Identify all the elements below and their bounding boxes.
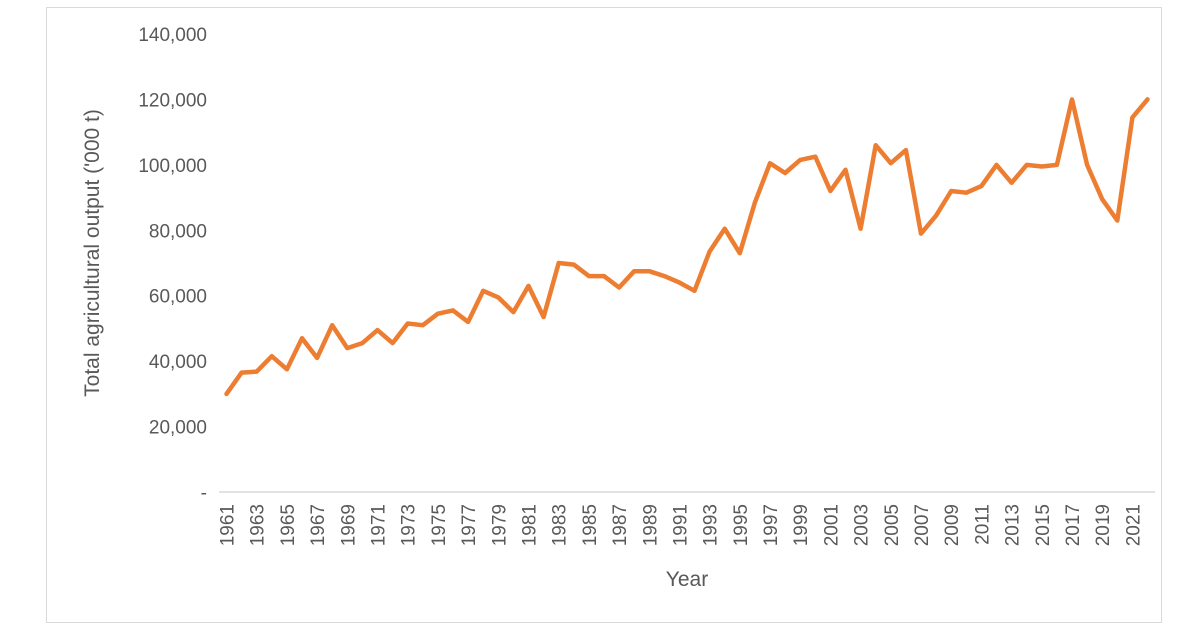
x-tick-label: 2019 [1093,504,1114,546]
x-tick-label: 1983 [550,504,571,546]
series-line [224,97,1150,397]
y-tick-label: 60,000 [149,287,207,308]
x-tick-label: 2003 [852,504,873,546]
y-tick-label: - [201,483,207,504]
y-tick-label: 40,000 [149,352,207,373]
x-tick-label: 2007 [912,504,933,546]
x-tick-label: 1991 [670,504,691,546]
x-tick-label: 1979 [489,504,510,546]
x-tick-label: 2011 [972,504,993,545]
x-tick-label: 1963 [248,504,269,546]
x-tick-label: 1981 [519,504,540,546]
y-tick-label: 140,000 [138,25,207,46]
x-tick-label: 2013 [1003,504,1024,546]
chart-frame: - 20,000 40,000 60,000 80,000 100,000 120,000 1… [46,7,1162,623]
x-tick-label: 2021 [1123,504,1144,546]
x-tick-label: 1993 [701,504,722,546]
x-tick-label: 1965 [278,504,299,546]
y-tick-label: 20,000 [149,418,207,439]
x-tick-label: 1969 [338,504,359,546]
x-tick-label: 2015 [1033,504,1054,546]
x-tick-label: 1971 [369,504,390,546]
x-tick-label: 1977 [459,504,480,546]
x-tick-label: 1989 [640,504,661,546]
x-tick-label: 2001 [821,504,842,546]
x-tick-label: 1973 [399,504,420,546]
x-tick-label: 1997 [761,504,782,546]
y-axis-title: Total agricultural output ('000 t) [81,109,104,397]
x-axis-title: Year [666,568,708,591]
x-axis-ticks: 1961 1963 1965 1967 1969 1971 1973 1975 1977 1979… [218,504,1145,546]
x-tick-label: 1985 [580,504,601,546]
x-tick-label: 2017 [1063,504,1084,546]
y-tick-label: 80,000 [149,221,207,242]
line-chart: - 20,000 40,000 60,000 80,000 100,000 120,000 1… [81,25,1155,591]
y-tick-label: 100,000 [138,156,207,177]
x-tick-label: 1995 [731,504,752,546]
x-tick-label: 2009 [942,504,963,546]
x-tick-label: 1999 [791,504,812,546]
x-tick-label: 1961 [218,504,239,546]
y-axis-ticks: - 20,000 40,000 60,000 80,000 100,000 120,000 1… [138,25,207,504]
x-tick-label: 2005 [882,504,903,546]
x-tick-label: 1967 [308,504,329,546]
x-tick-label: 1987 [610,504,631,546]
x-tick-label: 1975 [429,504,450,546]
y-tick-label: 120,000 [138,90,207,111]
